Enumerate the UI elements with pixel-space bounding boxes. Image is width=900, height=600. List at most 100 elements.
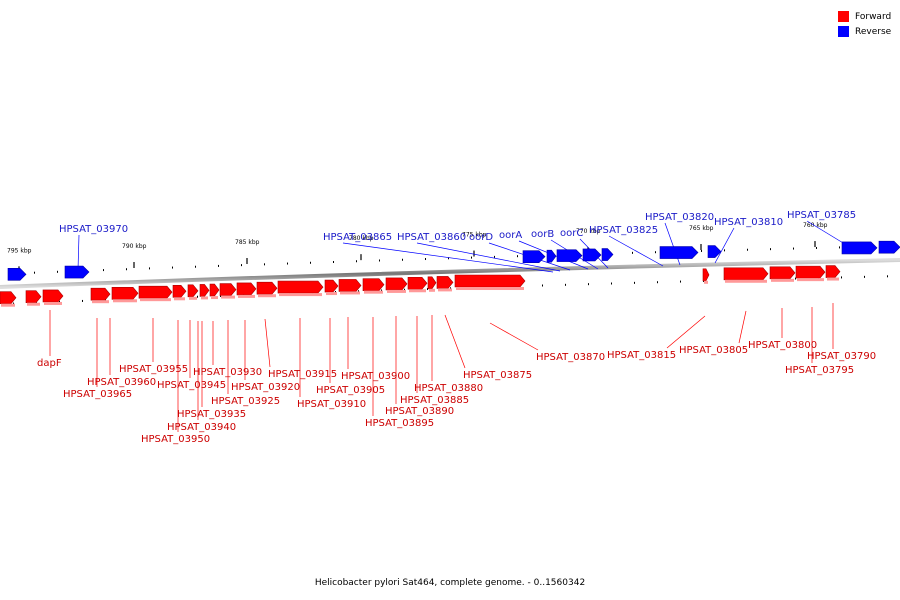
forward-gene[interactable] — [236, 282, 257, 296]
reverse-gene[interactable] — [582, 248, 602, 262]
reverse-leader-line — [608, 235, 664, 267]
forward-gene-shadow — [1, 303, 15, 307]
gene-label-hpsat-03920: HPSAT_03920 — [231, 382, 300, 393]
forward-gene-shadow — [258, 294, 276, 298]
reverse-gene[interactable] — [841, 241, 878, 255]
minor-tick — [770, 248, 771, 251]
minor-tick — [59, 300, 60, 303]
forward-gene[interactable] — [324, 279, 339, 293]
reverse-gene[interactable] — [878, 240, 900, 254]
minor-tick — [795, 277, 796, 280]
minor-tick — [841, 276, 842, 279]
reverse-gene[interactable] — [707, 245, 722, 258]
forward-gene-shadow — [409, 289, 426, 293]
minor-tick — [105, 299, 106, 302]
gene-label-hpsat-03825: HPSAT_03825 — [589, 225, 658, 236]
forward-leader-line — [444, 314, 466, 369]
gene-label-hpsat-03965: HPSAT_03965 — [63, 389, 132, 400]
forward-gene-shadow — [704, 280, 708, 284]
gene-label-hpsat-03805: HPSAT_03805 — [679, 345, 748, 356]
minor-tick — [241, 264, 242, 267]
forward-gene[interactable] — [138, 285, 173, 299]
minor-tick — [680, 280, 681, 283]
gene-label-hpsat-03870: HPSAT_03870 — [536, 352, 605, 363]
reverse-gene[interactable] — [7, 268, 27, 281]
legend-forward-label: Forward — [855, 11, 892, 22]
forward-gene-shadow — [771, 278, 794, 282]
forward-gene[interactable] — [90, 287, 111, 301]
forward-leader-line — [264, 318, 271, 368]
minor-tick — [149, 267, 150, 270]
minor-tick — [839, 246, 840, 249]
genes-layer — [0, 240, 900, 307]
legend: Forward Reverse — [838, 9, 891, 39]
forward-gene[interactable] — [769, 266, 796, 280]
forward-gene[interactable] — [0, 291, 17, 304]
minor-tick — [724, 249, 725, 252]
minor-tick — [887, 275, 888, 278]
reverse-gene[interactable] — [659, 246, 699, 259]
forward-gene-shadow — [827, 277, 839, 281]
minor-tick — [195, 265, 196, 268]
reverse-gene[interactable] — [556, 249, 583, 262]
forward-gene[interactable] — [795, 265, 826, 279]
forward-gene[interactable] — [436, 276, 454, 289]
forward-gene[interactable] — [407, 276, 428, 290]
forward-gene-shadow — [725, 279, 767, 283]
gene-label-hpsat-03875: HPSAT_03875 — [463, 370, 532, 381]
minor-tick — [448, 257, 449, 260]
reverse-gene[interactable] — [522, 250, 546, 263]
forward-gene[interactable] — [199, 284, 210, 297]
forward-gene[interactable] — [338, 279, 362, 292]
minor-tick — [402, 258, 403, 261]
forward-gene[interactable] — [723, 267, 769, 281]
forward-gene[interactable] — [277, 280, 324, 294]
forward-gene[interactable] — [111, 286, 139, 300]
forward-gene[interactable] — [427, 276, 437, 290]
forward-gene-shadow — [456, 287, 524, 291]
minor-tick — [657, 281, 658, 284]
forward-gene[interactable] — [256, 281, 278, 295]
forward-gene[interactable] — [187, 284, 199, 298]
gene-label-hpsat-03865: HPSAT_03865 — [323, 232, 392, 243]
forward-gene-shadow — [211, 296, 218, 300]
tick-label: 770 kbp — [576, 228, 601, 235]
forward-gene[interactable] — [209, 283, 220, 297]
minor-tick — [864, 275, 865, 278]
forward-gene[interactable] — [172, 284, 187, 298]
forward-leader-line — [666, 315, 706, 349]
forward-gene[interactable] — [454, 274, 526, 288]
gene-label-hpsat-03960: HPSAT_03960 — [87, 377, 156, 388]
minor-tick — [358, 290, 359, 293]
reverse-gene[interactable] — [601, 248, 614, 261]
genome-caption: Helicobacter pylori Sat464, complete gen… — [314, 578, 586, 588]
gene-label-hpsat-03820: HPSAT_03820 — [645, 212, 714, 223]
forward-gene[interactable] — [702, 268, 710, 282]
gene-label-hpsat-03860: HPSAT_03860 — [397, 232, 466, 243]
minor-tick — [103, 269, 104, 272]
reverse-gene[interactable] — [64, 265, 90, 279]
forward-gene[interactable] — [25, 290, 42, 304]
minor-tick — [611, 282, 612, 285]
minor-tick — [517, 255, 518, 258]
forward-gene-shadow — [340, 291, 360, 295]
forward-gene[interactable] — [825, 265, 841, 278]
minor-tick — [701, 249, 702, 252]
forward-gene[interactable] — [385, 277, 408, 291]
minor-tick — [816, 246, 817, 249]
gene-label-hpsat-03950: HPSAT_03950 — [141, 434, 210, 445]
gene-label-hpsat-03895: HPSAT_03895 — [365, 418, 434, 429]
minor-tick — [427, 288, 428, 291]
reverse-gene[interactable] — [546, 249, 557, 263]
forward-gene[interactable] — [362, 278, 385, 291]
tick-label: 795 kbp — [7, 247, 32, 254]
minor-tick — [310, 261, 311, 264]
gene-label-hpsat-03890: HPSAT_03890 — [385, 406, 454, 417]
forward-gene-shadow — [189, 296, 197, 300]
gene-label-hpsat-03935: HPSAT_03935 — [177, 409, 246, 420]
minor-tick — [381, 289, 382, 292]
forward-gene[interactable] — [42, 289, 64, 303]
minor-tick — [632, 251, 633, 254]
forward-gene[interactable] — [219, 283, 237, 296]
